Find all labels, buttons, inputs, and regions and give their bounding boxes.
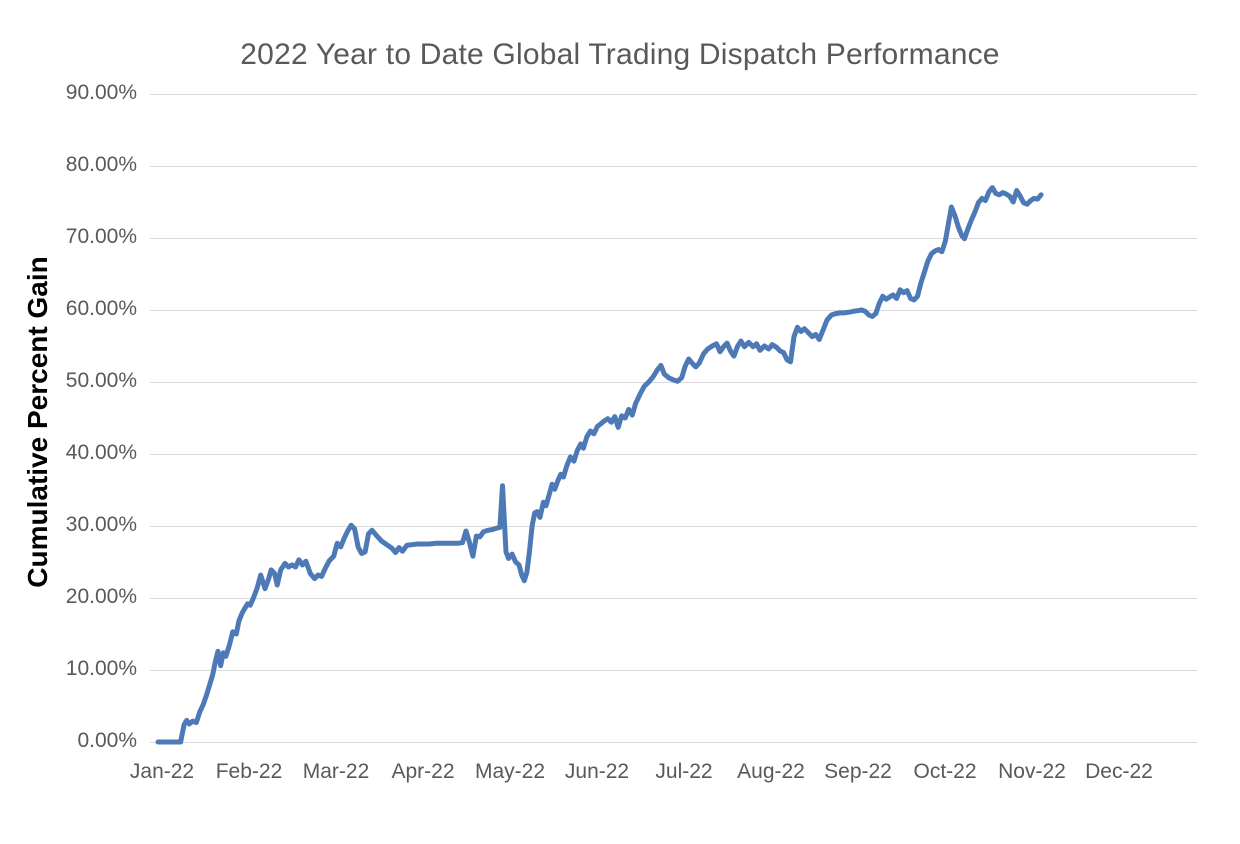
x-tick-label: Jul-22 [655,760,713,783]
x-tick-label: Oct-22 [913,760,977,783]
y-tick-label: 80.00% [65,153,137,176]
y-tick-label: 30.00% [65,513,137,536]
x-tick-label: Dec-22 [1085,760,1153,783]
gridline-90.00% [150,94,1197,95]
chart-title: 2022 Year to Date Global Trading Dispatc… [240,38,1000,71]
gridline-0.00% [150,742,1197,743]
y-tick-label: 0.00% [77,729,137,752]
y-tick-label: 70.00% [65,225,137,248]
x-tick-label: Aug-22 [737,760,805,783]
gridline-30.00% [150,526,1197,527]
y-tick-label: 40.00% [65,441,137,464]
y-tick-label: 90.00% [65,81,137,104]
x-tick-label: Sep-22 [824,760,892,783]
y-tick-label: 50.00% [65,369,137,392]
x-tick-label: Jan-22 [129,760,195,783]
gridline-80.00% [150,166,1197,167]
x-tick-label: Nov-22 [998,760,1066,783]
y-tick-label: 10.00% [65,657,137,680]
gridline-40.00% [150,454,1197,455]
x-tick-label: Apr-22 [391,760,455,783]
y-tick-label: 60.00% [65,297,137,320]
y-tick-label: 20.00% [65,585,137,608]
x-tick-label: Mar-22 [302,760,370,783]
gridline-10.00% [150,670,1197,671]
cumulative-gain-line-series [155,185,1044,745]
gridline-70.00% [150,238,1197,239]
x-tick-label: May-22 [474,760,546,783]
x-tick-label: Feb-22 [215,760,283,783]
gridline-60.00% [150,310,1197,311]
gridline-20.00% [150,598,1197,599]
x-tick-label: Jun-22 [564,760,630,783]
